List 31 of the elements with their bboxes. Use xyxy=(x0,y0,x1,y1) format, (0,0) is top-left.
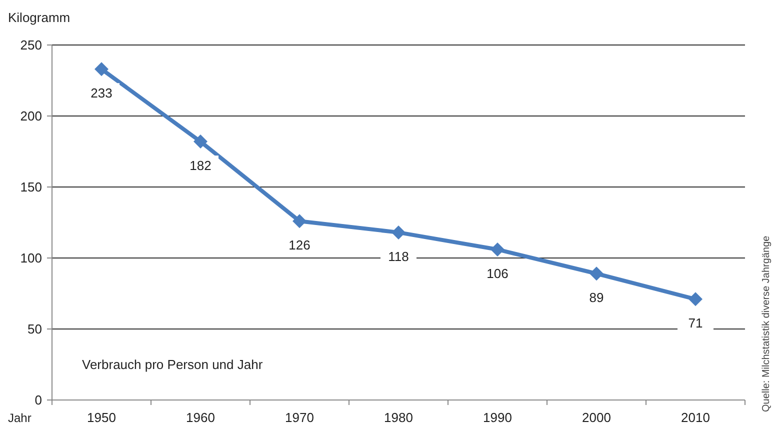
x-tick-label: 1990 xyxy=(483,410,512,425)
point xyxy=(490,242,504,256)
x-tick-label: 1970 xyxy=(285,410,314,425)
data-label: 182 xyxy=(190,158,212,174)
y-tick-label: 0 xyxy=(34,392,42,408)
y-tick-label: 50 xyxy=(28,322,42,337)
x-tick-label: 1980 xyxy=(384,410,413,425)
point xyxy=(94,62,108,76)
annotation: Verbrauch pro Person und Jahr xyxy=(82,357,264,372)
x-tick-label: 1950 xyxy=(87,410,116,425)
point xyxy=(194,134,208,149)
data-label: 233 xyxy=(90,86,112,101)
y-tick-label: 200 xyxy=(20,108,42,124)
data-label: 126 xyxy=(288,238,310,253)
data-label: 118 xyxy=(388,248,409,264)
y-axis-title: Kilogramm xyxy=(8,10,70,25)
x-tick-label: 1960 xyxy=(186,410,215,425)
x-tick-label: 2010 xyxy=(681,410,710,425)
point xyxy=(590,266,604,281)
source-note: Quelle: Milchstatistik diverse Jahrgänge xyxy=(761,235,772,412)
y-tick-label: 100 xyxy=(20,250,42,266)
point xyxy=(292,214,306,228)
x-axis-title: Jahr xyxy=(8,411,32,425)
x-tick-label: 2000 xyxy=(582,410,611,425)
data-label: 89 xyxy=(589,290,604,306)
y-tick-label: 150 xyxy=(20,180,42,195)
data-label: 71 xyxy=(688,316,703,331)
point xyxy=(688,292,702,306)
data-label: 106 xyxy=(486,266,508,282)
point xyxy=(392,225,406,240)
y-tick-label: 250 xyxy=(20,38,42,53)
